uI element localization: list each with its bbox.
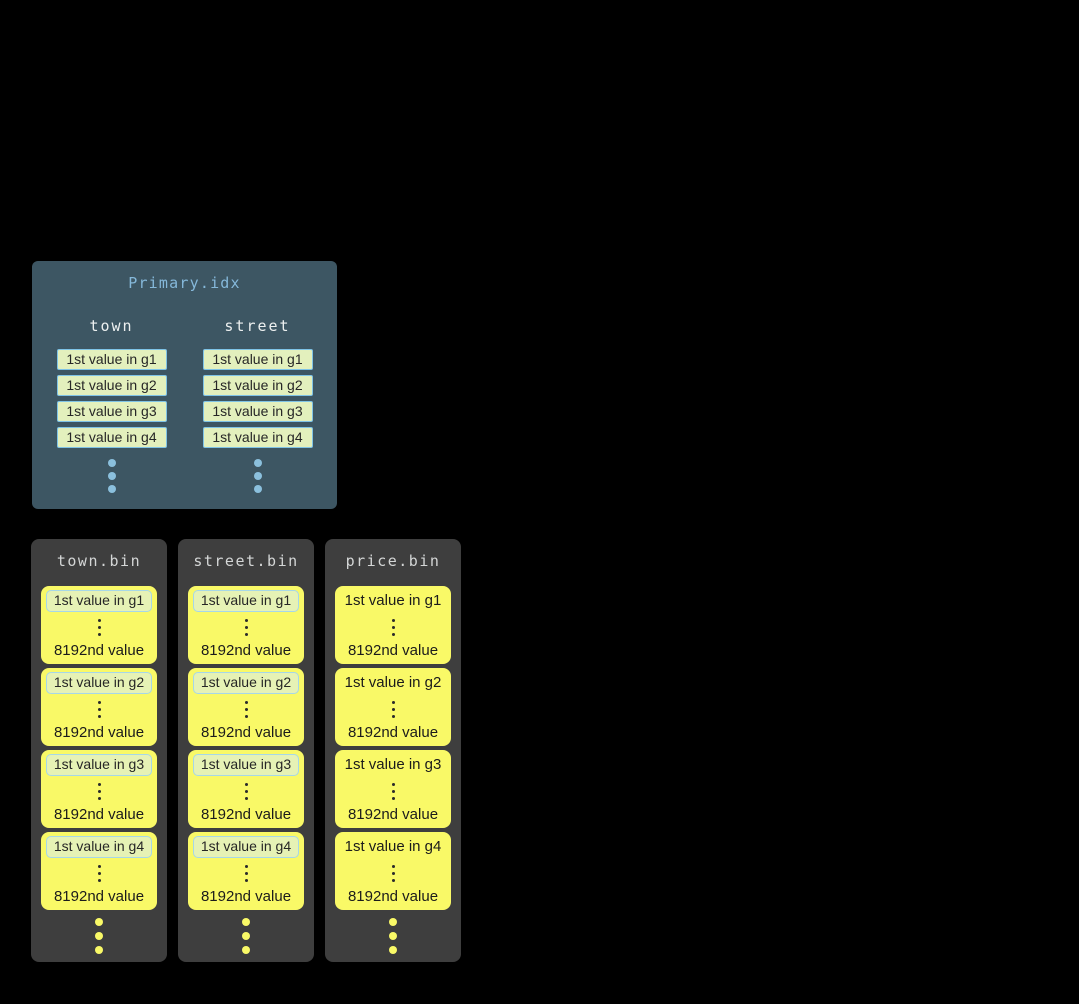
last-value-label: 8192nd value [200, 888, 292, 905]
bin-panel-street: street.bin 1st value in g1 8192nd value … [178, 539, 314, 962]
bin-title-street: street.bin [193, 552, 299, 570]
granule-group: 1st value in g3 8192nd value [335, 750, 451, 828]
first-value-box: 1st value in g4 [46, 836, 152, 858]
granule-group: 1st value in g1 8192nd value [188, 586, 304, 664]
ellipsis-dots-icon [95, 918, 103, 960]
dot-icon [389, 932, 397, 940]
vertical-ellipsis-icon [391, 776, 395, 806]
vertical-ellipsis-icon [97, 612, 101, 642]
bin-title-price: price.bin [345, 552, 441, 570]
dot-icon [95, 932, 103, 940]
vertical-ellipsis-icon [391, 612, 395, 642]
vertical-ellipsis-icon [244, 694, 248, 724]
granule-group: 1st value in g2 8192nd value [335, 668, 451, 746]
bin-panel-price: price.bin 1st value in g1 8192nd value 1… [325, 539, 461, 962]
ellipsis-dots-icon [107, 459, 116, 498]
idx-column-town: town 1st value in g1 1st value in g2 1st… [56, 317, 167, 498]
column-header-town: town [89, 317, 134, 335]
granule-group: 1st value in g2 8192nd value [41, 668, 157, 746]
granule-group: 1st value in g4 8192nd value [335, 832, 451, 910]
ellipsis-dots-icon [253, 459, 262, 498]
last-value-label: 8192nd value [200, 642, 292, 659]
dot-icon [389, 918, 397, 926]
dot-icon [253, 485, 262, 493]
idx-cell: 1st value in g3 [56, 401, 167, 422]
idx-cell: 1st value in g3 [202, 401, 313, 422]
dot-icon [253, 459, 262, 467]
first-value-box: 1st value in g3 [46, 754, 152, 776]
idx-cell: 1st value in g4 [56, 427, 167, 448]
first-value-label: 1st value in g3 [344, 756, 442, 773]
ellipsis-dots-icon [389, 918, 397, 960]
vertical-ellipsis-icon [97, 858, 101, 888]
granule-group: 1st value in g1 8192nd value [335, 586, 451, 664]
last-value-label: 8192nd value [53, 888, 145, 905]
ellipsis-dots-icon [242, 918, 250, 960]
primary-idx-columns: town 1st value in g1 1st value in g2 1st… [32, 317, 337, 498]
dot-icon [95, 918, 103, 926]
first-value-label: 1st value in g1 [344, 592, 442, 609]
granule-group: 1st value in g3 8192nd value [188, 750, 304, 828]
vertical-ellipsis-icon [244, 776, 248, 806]
dot-icon [107, 485, 116, 493]
last-value-label: 8192nd value [200, 806, 292, 823]
granule-group: 1st value in g3 8192nd value [41, 750, 157, 828]
idx-cell: 1st value in g2 [202, 375, 313, 396]
idx-column-street: street 1st value in g1 1st value in g2 1… [202, 317, 313, 498]
vertical-ellipsis-icon [391, 694, 395, 724]
last-value-label: 8192nd value [347, 806, 439, 823]
last-value-label: 8192nd value [347, 642, 439, 659]
last-value-label: 8192nd value [53, 642, 145, 659]
dot-icon [107, 472, 116, 480]
first-value-label: 1st value in g2 [344, 674, 442, 691]
granule-group: 1st value in g4 8192nd value [188, 832, 304, 910]
last-value-label: 8192nd value [347, 724, 439, 741]
last-value-label: 8192nd value [53, 724, 145, 741]
first-value-box: 1st value in g1 [46, 590, 152, 612]
first-value-box: 1st value in g3 [193, 754, 299, 776]
dot-icon [242, 932, 250, 940]
last-value-label: 8192nd value [200, 724, 292, 741]
primary-idx-title: Primary.idx [128, 274, 241, 292]
granule-group: 1st value in g2 8192nd value [188, 668, 304, 746]
last-value-label: 8192nd value [347, 888, 439, 905]
first-value-box: 1st value in g2 [193, 672, 299, 694]
vertical-ellipsis-icon [391, 858, 395, 888]
granule-group: 1st value in g4 8192nd value [41, 832, 157, 910]
first-value-label: 1st value in g4 [344, 838, 442, 855]
idx-cell: 1st value in g1 [202, 349, 313, 370]
dot-icon [242, 946, 250, 954]
first-value-box: 1st value in g1 [193, 590, 299, 612]
column-header-street: street [224, 317, 291, 335]
vertical-ellipsis-icon [97, 694, 101, 724]
last-value-label: 8192nd value [53, 806, 145, 823]
dot-icon [253, 472, 262, 480]
dot-icon [107, 459, 116, 467]
granule-group: 1st value in g1 8192nd value [41, 586, 157, 664]
idx-cell: 1st value in g1 [56, 349, 167, 370]
vertical-ellipsis-icon [97, 776, 101, 806]
dot-icon [242, 918, 250, 926]
primary-idx-panel: Primary.idx town 1st value in g1 1st val… [32, 261, 337, 509]
bin-title-town: town.bin [56, 552, 142, 570]
idx-cell: 1st value in g4 [202, 427, 313, 448]
idx-cell: 1st value in g2 [56, 375, 167, 396]
vertical-ellipsis-icon [244, 612, 248, 642]
first-value-box: 1st value in g4 [193, 836, 299, 858]
first-value-box: 1st value in g2 [46, 672, 152, 694]
dot-icon [389, 946, 397, 954]
vertical-ellipsis-icon [244, 858, 248, 888]
bin-panel-town: town.bin 1st value in g1 8192nd value 1s… [31, 539, 167, 962]
dot-icon [95, 946, 103, 954]
